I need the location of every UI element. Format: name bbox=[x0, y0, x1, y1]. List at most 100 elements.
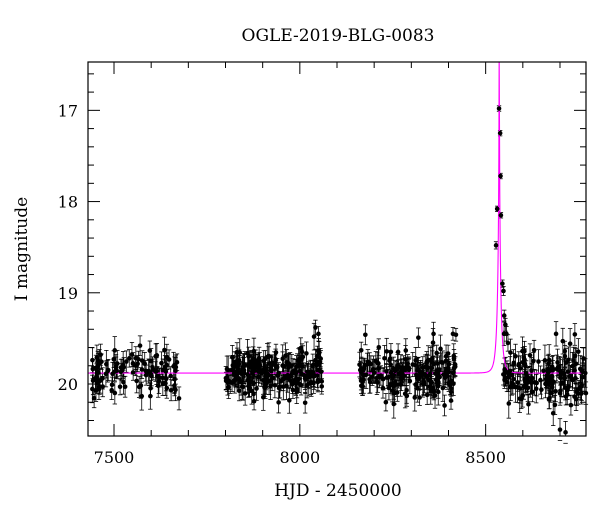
data-point bbox=[156, 378, 162, 384]
data-point bbox=[509, 372, 515, 378]
data-point bbox=[417, 373, 423, 379]
data-point bbox=[172, 376, 177, 382]
data-point bbox=[580, 369, 585, 374]
data-point bbox=[570, 377, 575, 382]
data-point bbox=[94, 374, 99, 379]
data-point bbox=[388, 370, 394, 376]
data-point bbox=[223, 375, 229, 381]
data-point bbox=[305, 369, 310, 375]
data-point bbox=[162, 347, 167, 353]
data-point bbox=[413, 357, 419, 363]
data-point bbox=[567, 341, 573, 347]
data-point bbox=[300, 364, 305, 369]
data-point bbox=[360, 384, 365, 389]
data-point bbox=[136, 356, 141, 362]
error-bars bbox=[90, 105, 589, 444]
data-point bbox=[230, 354, 235, 360]
data-point bbox=[572, 353, 578, 358]
data-point bbox=[305, 373, 310, 378]
data-point bbox=[562, 353, 568, 359]
data-point bbox=[563, 430, 568, 435]
data-point bbox=[558, 375, 563, 381]
data-point bbox=[552, 402, 558, 408]
y-tick-label: 20 bbox=[58, 375, 78, 394]
data-point bbox=[392, 368, 398, 374]
data-point bbox=[135, 361, 140, 367]
data-point bbox=[234, 372, 240, 377]
data-point bbox=[434, 367, 440, 373]
data-point bbox=[368, 361, 374, 367]
data-point bbox=[253, 358, 258, 364]
data-point bbox=[384, 349, 389, 354]
data-point bbox=[440, 385, 446, 391]
data-point bbox=[317, 368, 323, 374]
data-point bbox=[238, 379, 244, 385]
data-point bbox=[542, 358, 548, 363]
data-point bbox=[302, 400, 308, 406]
data-point bbox=[236, 388, 242, 394]
data-point bbox=[120, 362, 126, 368]
x-tick-label: 8500 bbox=[465, 448, 506, 467]
data-point bbox=[560, 338, 566, 344]
data-point bbox=[397, 372, 402, 377]
data-point bbox=[112, 390, 118, 396]
data-point bbox=[284, 383, 289, 389]
data-point bbox=[299, 349, 305, 355]
data-point bbox=[143, 372, 149, 378]
data-point bbox=[146, 370, 152, 375]
data-point bbox=[567, 374, 572, 379]
data-point bbox=[420, 365, 426, 370]
data-point bbox=[283, 353, 288, 358]
data-point bbox=[525, 374, 531, 380]
data-point bbox=[311, 371, 316, 377]
data-point bbox=[297, 356, 303, 361]
data-point bbox=[557, 427, 563, 432]
data-point bbox=[290, 369, 296, 375]
data-point bbox=[256, 374, 261, 380]
x-tick-label: 8000 bbox=[279, 448, 320, 467]
data-point bbox=[276, 370, 281, 376]
data-point bbox=[238, 371, 244, 377]
data-point bbox=[398, 382, 403, 387]
data-point bbox=[260, 378, 266, 383]
data-point bbox=[520, 360, 526, 365]
data-point bbox=[573, 361, 579, 367]
data-point bbox=[448, 398, 454, 403]
data-point bbox=[432, 393, 438, 398]
data-point bbox=[493, 243, 499, 248]
data-point bbox=[435, 389, 441, 395]
data-point bbox=[358, 347, 364, 353]
data-point bbox=[520, 348, 525, 354]
data-point bbox=[550, 381, 555, 386]
data-point bbox=[392, 390, 397, 396]
data-point bbox=[281, 363, 287, 369]
data-point bbox=[533, 386, 539, 391]
data-point bbox=[358, 369, 364, 375]
data-point bbox=[382, 355, 387, 361]
data-point bbox=[430, 340, 436, 345]
data-point bbox=[97, 378, 103, 384]
x-axis-label: HJD - 2450000 bbox=[274, 481, 402, 501]
data-point bbox=[425, 365, 431, 370]
data-point bbox=[157, 375, 162, 380]
data-point bbox=[511, 376, 516, 382]
data-point bbox=[288, 378, 293, 383]
data-point bbox=[290, 387, 296, 393]
data-point bbox=[315, 353, 320, 359]
data-point bbox=[282, 374, 288, 379]
data-point bbox=[130, 361, 136, 366]
data-point bbox=[443, 358, 449, 364]
data-point bbox=[538, 377, 543, 383]
data-point bbox=[529, 368, 534, 373]
data-point bbox=[438, 346, 443, 352]
data-point bbox=[164, 354, 170, 360]
data-point bbox=[235, 376, 241, 381]
data-point bbox=[95, 358, 101, 363]
data-point bbox=[109, 387, 115, 393]
data-point bbox=[530, 389, 535, 395]
data-point bbox=[270, 360, 275, 365]
data-point bbox=[574, 389, 580, 395]
data-point bbox=[241, 365, 246, 370]
data-point bbox=[498, 212, 504, 218]
